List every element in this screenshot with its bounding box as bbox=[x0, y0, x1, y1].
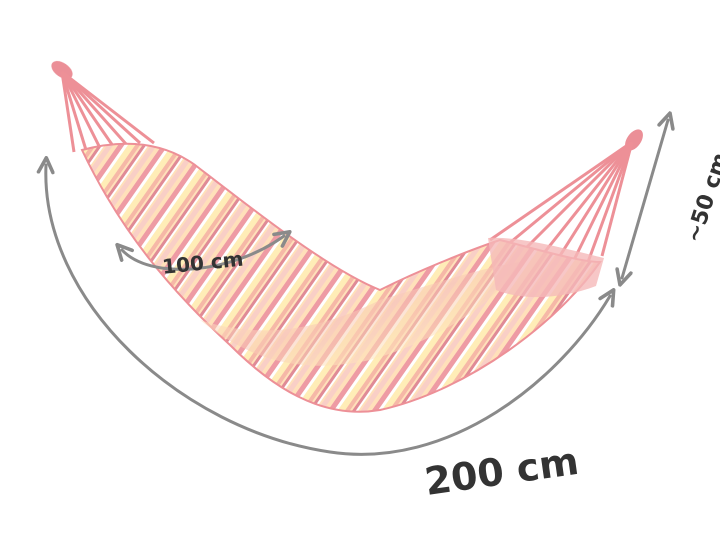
rope-label: ~50 cm bbox=[681, 150, 720, 246]
length-arrow bbox=[36, 156, 616, 456]
dimension-arrows bbox=[36, 111, 675, 456]
rope-arrow bbox=[615, 111, 675, 287]
left-ropes bbox=[60, 70, 155, 153]
length-label: 200 cm bbox=[422, 439, 581, 504]
right-gathered-end bbox=[488, 237, 604, 298]
